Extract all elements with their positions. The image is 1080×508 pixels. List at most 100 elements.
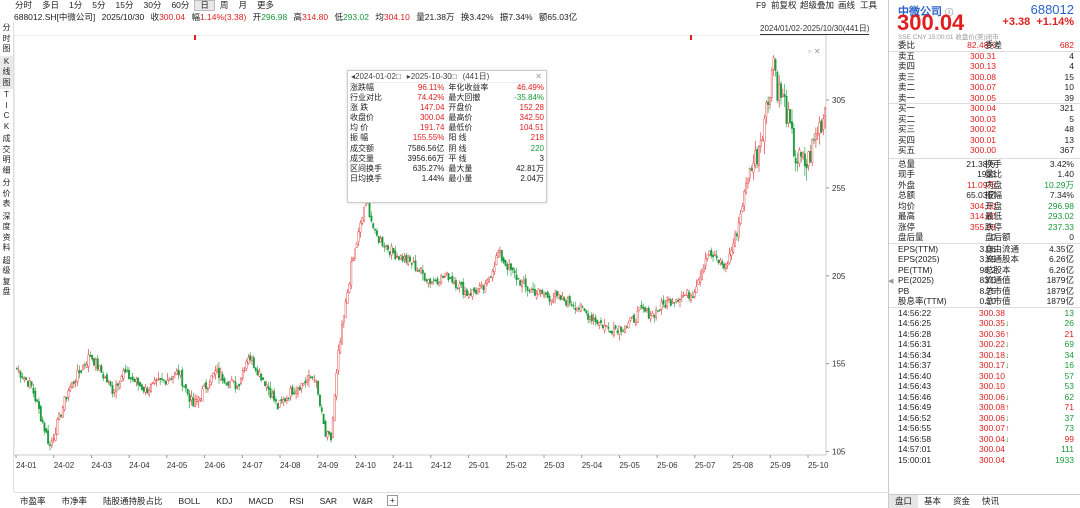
left-tab[interactable]: 深度资料 [0,211,13,255]
period-tab[interactable]: 15分 [115,0,134,10]
candle-body [673,302,676,304]
info-vol-label: 量 [416,12,425,22]
indicator-tab[interactable]: 市盈率 [20,495,46,506]
left-tab[interactable]: 分时图 [0,22,13,56]
range-close-icon[interactable]: ✕ [813,47,821,56]
popup-start-date[interactable]: ◂2024-01-02□ [351,72,401,81]
calendar-icon[interactable]: □ [451,72,457,81]
info-circle-icon[interactable]: ⓘ [945,8,954,17]
stock-name[interactable]: 中微公司 ⓘ [898,3,953,19]
right-tab[interactable]: 快讯 [982,496,1000,506]
trade-price-value: 300.04 [979,444,1005,454]
candle-body [34,390,37,401]
left-tab-char: 表 [2,199,11,208]
range-restore-icon[interactable]: ▫ [808,47,811,56]
candle-body [60,414,62,417]
indicator-tab[interactable]: BOLL [178,495,201,506]
period-tab[interactable]: 5分 [92,0,106,10]
candle-body [105,374,108,383]
left-tab[interactable]: 分价表 [0,177,13,211]
trade-price-value: 300.04 [979,433,1005,444]
stat-row-label2: 换手 [985,158,1003,169]
candle-body [438,282,441,286]
indicator-tab[interactable]: W&R [353,495,373,506]
left-tab[interactable]: 超级复盘 [0,255,13,299]
indicator-tab[interactable]: 市净率 [61,495,88,506]
fq-button[interactable]: 前复权 [771,0,797,10]
period-tab[interactable]: 30分 [143,0,162,10]
candle-body [579,303,582,312]
right-tab[interactable]: 资金 [953,496,971,506]
candle-body [813,139,815,141]
period-tab[interactable]: 月 [238,0,247,10]
candle-body [759,140,762,147]
period-tab[interactable]: 周 [219,0,229,10]
period-tab[interactable]: 日 [194,0,215,11]
candle-body [238,383,241,387]
candle-body [159,378,162,380]
right-tab[interactable]: 盘口 [889,495,919,508]
popup-value: 220 [530,143,544,153]
tools-button[interactable]: 工具 [860,0,878,10]
indicator-tab[interactable]: MACD [248,495,274,506]
candle-body [65,397,68,400]
candle-body [394,250,397,260]
info-low-value: 293.02 [342,12,369,22]
indicator-tab[interactable]: SAR [319,495,338,506]
candle-body [172,376,174,379]
candle-body [120,376,123,382]
order-book-row-value: 300.04 [970,103,996,113]
candle-body [743,191,746,207]
candle-body [254,367,257,371]
candle-body [183,385,185,388]
draw-button[interactable]: 画线 [838,0,856,10]
candle-body [197,397,200,402]
candle-body [816,133,819,136]
popup-row: 涨跌幅 96.11% 年化收益率 46.49% [348,83,546,93]
candle-body [647,307,650,319]
popup-close-icon[interactable]: ✕ [535,72,542,81]
overlay-button[interactable]: 超级叠加 [800,0,835,10]
trade-price: 300.38 [979,308,1005,319]
period-tab[interactable]: 多日 [42,0,60,10]
popup-label: 均 价 [350,123,369,133]
trade-volume: 62 [1064,391,1074,402]
f9-button[interactable]: F9 [756,0,766,10]
popup-end-date[interactable]: ▸2025-10-30□ [406,72,457,81]
candle-body [269,388,272,398]
trade-arrow-icon: ↓ [1005,360,1010,370]
candle-body [763,118,766,142]
candle-body [27,380,29,387]
candle-body [247,357,250,364]
trade-arrow-icon: ↑ [1005,402,1010,412]
calendar-icon[interactable]: □ [395,72,401,81]
date-range-label[interactable]: 2024/01/02-2025/10/30(441日) [760,24,870,35]
fund-value: 8.75 [979,285,996,296]
info-vol: 量21.38万 [416,12,454,22]
candle-body [232,380,235,382]
candle-body [578,307,580,310]
period-tab[interactable]: 分时 [15,0,33,10]
candle-body [781,94,784,97]
collapse-handle-icon[interactable]: ◀ [888,278,894,285]
right-tab[interactable]: 基本 [924,496,942,506]
candle-body [425,279,428,282]
period-tab[interactable]: 60分 [171,0,190,10]
stat-row-value2: 237.33 [1048,221,1074,232]
indicator-tab[interactable]: 陆股通持股占比 [103,495,163,506]
candle-body [713,254,716,256]
left-tab[interactable]: 成交明细 [0,133,13,177]
stat-row-label: 总额 [898,190,916,200]
period-tab[interactable]: 更多 [256,0,274,10]
add-indicator-icon[interactable]: + [386,495,398,506]
indicator-tab[interactable]: KDJ [216,495,233,506]
order-book-row-value2: 10 [1064,82,1074,92]
indicator-tab[interactable]: RSI [289,495,304,506]
right-panel-tabs: 盘口 基本 资金 快讯 [889,494,1080,508]
candle-body [803,153,806,167]
left-tab-char: 分 [2,178,11,187]
stat-row: 最高 314.80 最低 293.02 [889,211,1080,222]
period-tab[interactable]: 1分 [69,0,83,10]
